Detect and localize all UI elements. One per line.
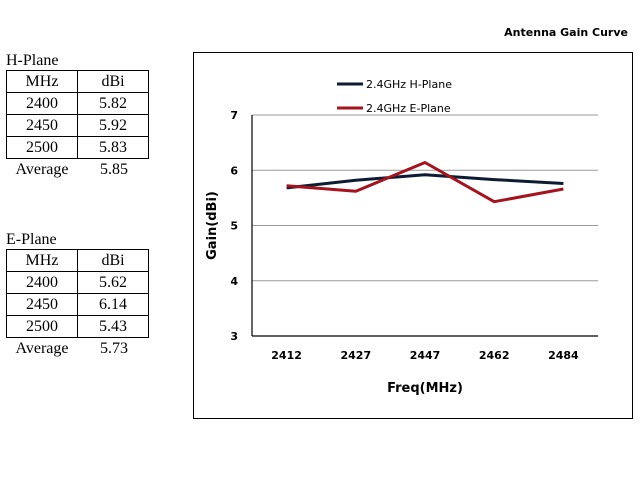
table-row: 2500 5.43 [6,315,149,338]
table-row: 2450 5.92 [6,114,149,137]
series-line [286,173,564,190]
x-tick-label: 2427 [340,349,371,362]
y-tick-label: 3 [230,330,238,343]
table-row: 2400 5.82 [6,92,149,115]
table-cell: 5.43 [77,315,149,338]
average-value: 5.73 [100,340,128,357]
table-cell: 6.14 [77,293,149,316]
table-row: 2450 6.14 [6,293,149,316]
table-row: 2400 5.62 [6,271,149,294]
e-plane-heading: E-Plane [6,231,57,248]
y-tick-label: 5 [230,220,238,233]
table-header-cell: MHz [6,249,78,272]
y-tick-label: 6 [230,164,238,177]
table-cell: 2450 [6,114,78,137]
average-value: 5.85 [100,161,128,178]
table-cell: 2400 [6,92,78,115]
table-row: 2500 5.83 [6,136,149,159]
y-tick-label: 4 [230,275,238,288]
e-plane-table-block: E-Plane MHz dBi 2400 5.62 2450 6.14 2500… [6,231,150,360]
e-plane-average-row: Average 5.73 [6,338,150,360]
x-tick-label: 2484 [548,349,579,362]
chart-frame: 3 4 5 6 7 2412 2427 2447 2462 2484 Freq(MHz) Gain(d… [193,52,633,419]
table-header-cell: dBi [77,70,149,93]
y-axis-title: Gain(dBi) [205,191,220,260]
table-cell: 5.92 [77,114,149,137]
x-tick-label: 2462 [479,349,510,362]
table-header-cell: dBi [77,249,149,272]
average-label: Average [15,340,69,357]
legend-label: 2.4GHz H-Plane [366,78,452,91]
y-tick-label: 7 [230,109,238,122]
h-plane-table: MHz dBi 2400 5.82 2450 5.92 2500 5.83 [6,70,149,159]
x-tick-label: 2447 [410,349,441,362]
average-label: Average [15,161,69,178]
table-cell: 5.83 [77,136,149,159]
x-axis-title: Freq(MHz) [387,381,463,396]
legend-label: 2.4GHz E-Plane [366,102,451,115]
table-cell: 5.62 [77,271,149,294]
gain-chart: 3 4 5 6 7 2412 2427 2447 2462 2484 Freq(MHz) Gain(d… [205,78,598,396]
table-header-cell: MHz [6,70,78,93]
table-cell: 2450 [6,293,78,316]
table-header-row: MHz dBi [6,249,149,272]
table-cell: 2500 [6,136,78,159]
table-header-row: MHz dBi [6,70,149,93]
table-cell: 2500 [6,315,78,338]
x-tick-label: 2412 [271,349,302,362]
table-cell: 5.82 [77,92,149,115]
page-title: Antenna Gain Curve [504,26,628,39]
h-plane-average-row: Average 5.85 [6,159,150,181]
e-plane-table: MHz dBi 2400 5.62 2450 6.14 2500 5.43 [6,249,149,338]
table-cell: 2400 [6,271,78,294]
series-line [286,161,564,204]
h-plane-heading: H-Plane [6,52,59,69]
h-plane-table-block: H-Plane MHz dBi 2400 5.82 2450 5.92 2500… [6,52,150,181]
